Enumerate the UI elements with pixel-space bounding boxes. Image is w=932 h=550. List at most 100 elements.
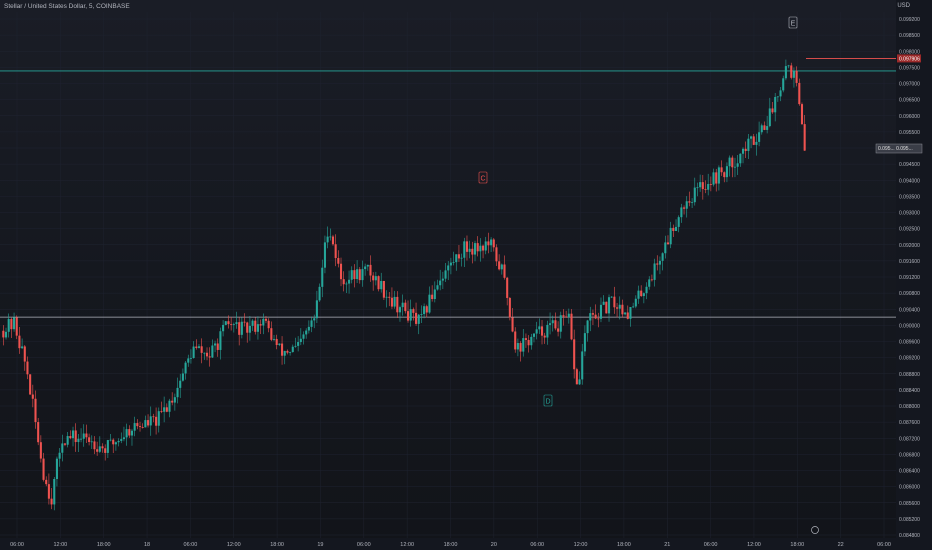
candle-body — [527, 339, 530, 346]
wave-label-box[interactable] — [788, 16, 798, 29]
tradingview-logo-icon[interactable] — [811, 526, 819, 534]
candle-body — [406, 311, 410, 321]
candle-body — [310, 320, 313, 327]
candle-body — [7, 318, 10, 332]
candle-body — [731, 157, 734, 168]
candle-body — [747, 138, 750, 151]
y-tick-label: 0.090000 — [899, 323, 920, 329]
price-axis-panel[interactable] — [896, 0, 932, 550]
wave-label-box[interactable] — [543, 394, 553, 407]
candle-body — [401, 302, 404, 308]
candle-body — [114, 442, 117, 445]
candle-body — [449, 262, 452, 266]
wave-label[interactable]: C — [480, 176, 485, 183]
wave-label[interactable]: E — [791, 21, 796, 28]
candle-body — [299, 338, 302, 343]
candle-body — [629, 307, 632, 319]
candle-body — [463, 241, 466, 258]
current-price-tag — [875, 143, 923, 154]
candle-body — [77, 438, 80, 443]
candle-body — [404, 302, 407, 312]
candle-body — [428, 294, 431, 313]
candle-body — [699, 182, 702, 188]
candle-body — [465, 241, 469, 252]
candle-body — [361, 269, 364, 281]
candle-body — [85, 433, 88, 438]
candle-body — [382, 280, 385, 298]
candle-body — [205, 352, 209, 357]
candle-body — [216, 343, 219, 350]
candle-body — [243, 321, 246, 323]
candle-body — [599, 304, 603, 319]
candle-body — [331, 236, 335, 245]
candle-body — [616, 307, 619, 309]
candle-body — [248, 325, 251, 333]
x-tick-label: 06:00 — [10, 542, 24, 548]
candle-body — [2, 330, 5, 338]
candle-body — [487, 241, 490, 246]
candle-body — [171, 400, 174, 403]
x-tick-label: 12:00 — [53, 542, 67, 548]
candle-body — [155, 416, 158, 426]
candle-body — [53, 478, 56, 505]
y-tick-label: 0.085600 — [899, 501, 920, 507]
candle-body — [133, 423, 136, 431]
candle-body — [774, 96, 777, 113]
candle-body — [557, 328, 560, 332]
x-tick-label: 18:00 — [444, 542, 458, 548]
candle-body — [597, 318, 600, 320]
x-tick-label: 06:00 — [357, 542, 371, 548]
candle-body — [784, 66, 787, 79]
candle-body — [559, 315, 562, 332]
candle-body — [736, 163, 739, 167]
candle-body — [337, 258, 340, 264]
candle-body — [760, 125, 763, 133]
candle-body — [546, 324, 549, 338]
candle-body — [307, 326, 310, 331]
candle-body — [431, 294, 434, 300]
candle-body — [93, 441, 96, 450]
candle-body — [551, 320, 554, 324]
candle-body — [750, 136, 753, 139]
candle-body — [565, 316, 568, 318]
candle-body — [125, 429, 128, 438]
candle-body — [374, 276, 377, 281]
candle-body — [602, 301, 605, 305]
candle-body — [634, 298, 637, 307]
wave-label[interactable]: D — [545, 399, 550, 406]
x-tick-label: 12:00 — [747, 542, 761, 548]
y-tick-label: 0.097500 — [899, 65, 920, 71]
candle-body — [532, 333, 536, 337]
candle-body — [514, 331, 517, 350]
candle-body — [688, 201, 691, 203]
wave-label-box[interactable] — [478, 171, 488, 184]
candle-body — [583, 333, 586, 352]
candle-body — [39, 442, 42, 459]
candle-body — [31, 394, 34, 399]
candle-body — [642, 293, 645, 297]
candle-body — [149, 416, 152, 426]
candle-body — [677, 217, 680, 227]
candle-body — [254, 320, 257, 332]
candle-body — [792, 70, 795, 78]
candle-body — [605, 301, 608, 314]
x-tick-label: 18:00 — [270, 542, 284, 548]
candle-body — [610, 296, 613, 298]
candle-body — [200, 346, 203, 353]
candle-body — [42, 458, 45, 480]
candle-body — [573, 339, 576, 370]
current-price-label: 0.095... 0.095... — [878, 146, 913, 152]
y-tick-label: 0.093500 — [899, 194, 920, 200]
x-tick-label: 18 — [144, 542, 150, 548]
candle-body — [581, 351, 584, 380]
candle-body — [165, 407, 168, 412]
candle-body — [412, 309, 415, 313]
time-axis-panel[interactable] — [0, 538, 932, 550]
candle-body — [417, 314, 420, 324]
candle-body — [624, 312, 627, 315]
candle-body — [227, 321, 230, 325]
candle-body — [353, 270, 356, 280]
candle-body — [259, 324, 262, 326]
